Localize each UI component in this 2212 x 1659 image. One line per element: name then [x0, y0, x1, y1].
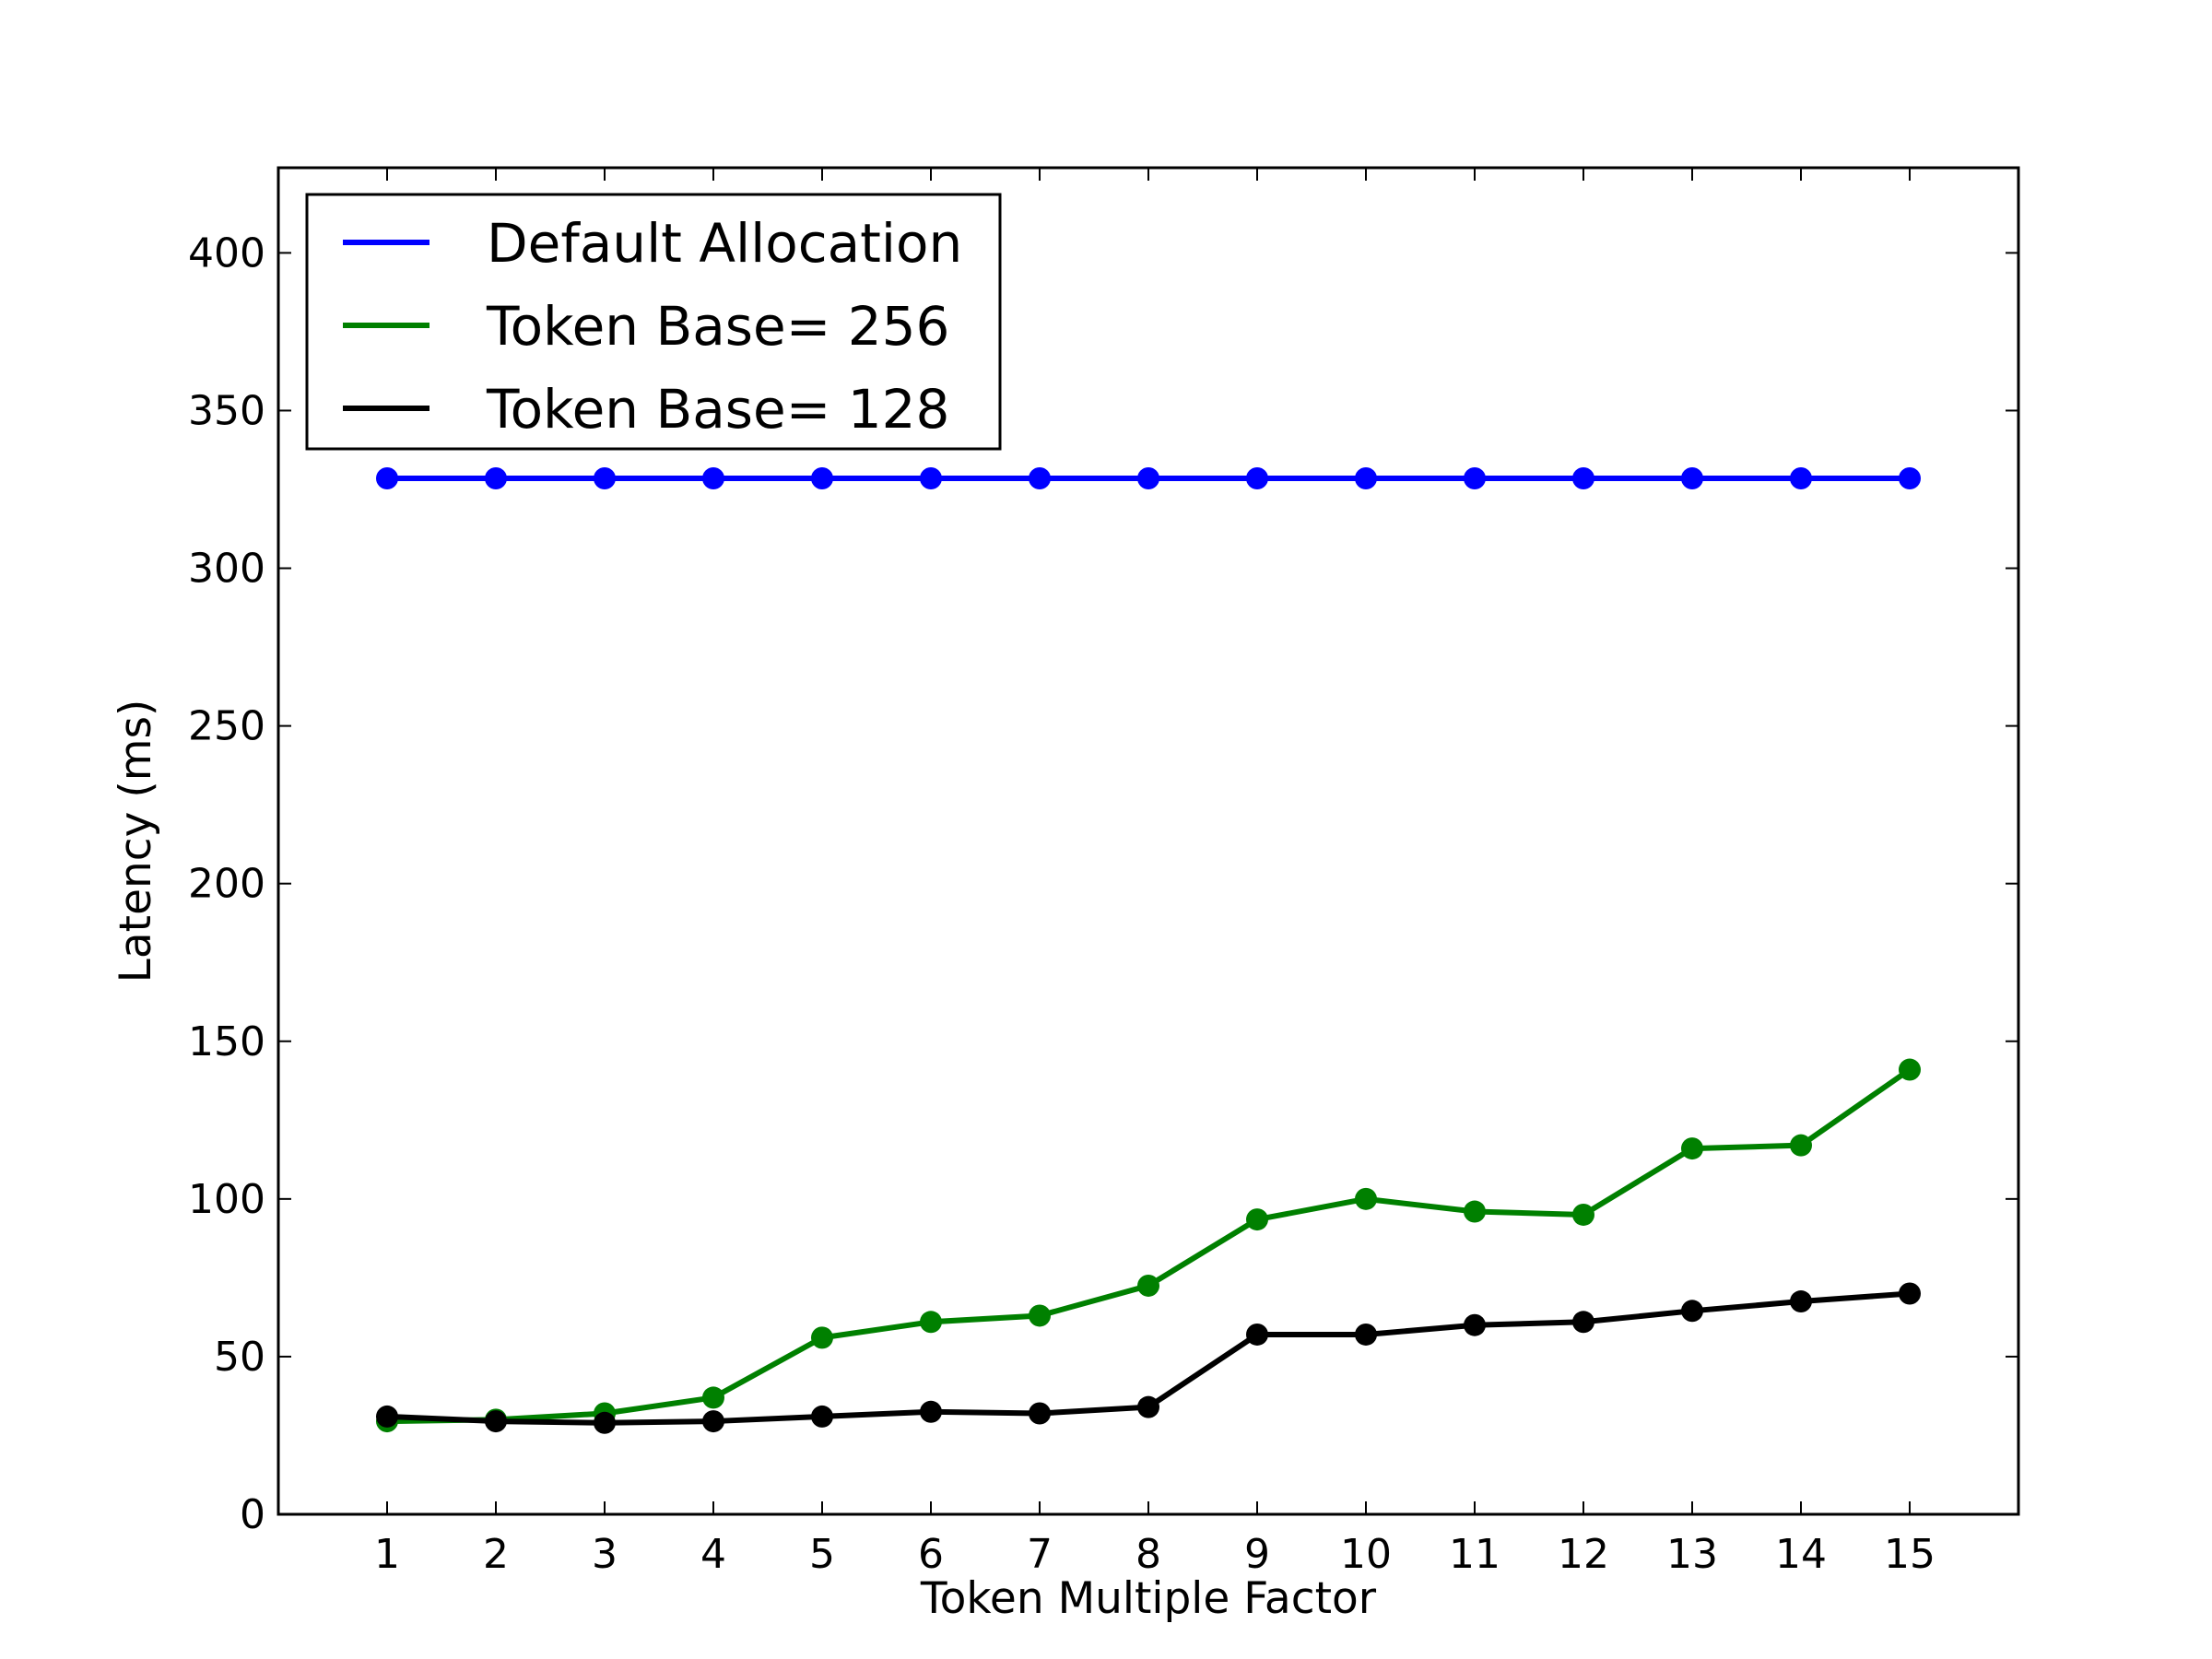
data-point [1790, 1290, 1812, 1313]
data-point [1790, 1134, 1812, 1157]
y-tick-label: 50 [214, 1334, 265, 1381]
data-point [811, 1405, 833, 1428]
series-default-allocation [376, 467, 1921, 490]
data-point [920, 467, 942, 490]
series-layer [376, 467, 1921, 1434]
y-tick-label: 350 [188, 387, 265, 434]
data-point [594, 467, 616, 490]
data-point [1899, 1282, 1921, 1305]
x-tick-label: 11 [1449, 1531, 1500, 1578]
data-point [811, 1326, 833, 1349]
y-tick-label: 400 [188, 229, 265, 276]
x-tick-label: 5 [809, 1531, 835, 1578]
data-point [1029, 1402, 1051, 1425]
y-tick-label: 100 [188, 1176, 265, 1223]
data-point [1464, 467, 1486, 490]
legend: Default Allocation Token Base= 256 Token B… [305, 193, 1002, 451]
x-tick-label: 2 [483, 1531, 509, 1578]
data-point [702, 1386, 724, 1409]
x-tick-label: 3 [592, 1531, 618, 1578]
data-point [702, 467, 724, 490]
data-point [1899, 467, 1921, 490]
data-point [1355, 1187, 1377, 1210]
x-tick-label: 4 [700, 1531, 726, 1578]
data-point [1246, 1208, 1268, 1231]
y-tick-label: 150 [188, 1018, 265, 1065]
data-point [594, 1411, 616, 1434]
x-tick-label: 12 [1558, 1531, 1609, 1578]
x-tick-label: 15 [1884, 1531, 1936, 1578]
data-point [1464, 1313, 1486, 1336]
x-axis-label: Token Multiple Factor [920, 1573, 1377, 1624]
data-point [1681, 1137, 1703, 1160]
x-tick-label: 7 [1027, 1531, 1053, 1578]
x-tick-label: 6 [918, 1531, 944, 1578]
x-tick-label: 8 [1135, 1531, 1161, 1578]
plot-area-frame [276, 166, 2020, 1516]
data-point [1572, 1311, 1594, 1334]
data-point [1137, 1395, 1159, 1418]
y-axis-label: Latency (ms) [111, 700, 161, 983]
series-line [386, 1067, 1912, 1425]
data-point [1572, 1203, 1594, 1226]
data-point [1464, 1200, 1486, 1223]
series-token-base-128 [376, 1282, 1921, 1434]
data-point [1355, 1323, 1377, 1346]
data-point [920, 1311, 942, 1334]
data-point [1246, 467, 1268, 490]
legend-label: Token Base= 128 [486, 378, 949, 441]
data-point [811, 467, 833, 490]
data-point [1029, 467, 1051, 490]
data-point [376, 467, 398, 490]
x-tick-label: 14 [1775, 1531, 1827, 1578]
data-point [376, 1405, 398, 1428]
x-tick-labels: 1 2 3 4 5 6 7 8 9 10 11 12 13 14 15 [374, 1531, 1936, 1578]
data-point [1899, 1058, 1921, 1081]
y-tick-labels: 0 50 100 150 200 250 300 350 400 [188, 229, 265, 1538]
data-point [1681, 467, 1703, 490]
data-point [1681, 1300, 1703, 1323]
data-point [1790, 467, 1812, 490]
axis-ticks [278, 168, 2018, 1515]
x-tick-label: 13 [1666, 1531, 1718, 1578]
data-point [1355, 467, 1377, 490]
x-tick-label: 10 [1340, 1531, 1392, 1578]
data-point [1029, 1304, 1051, 1327]
data-point [485, 1410, 507, 1433]
x-tick-label: 9 [1244, 1531, 1270, 1578]
data-point [1137, 467, 1159, 490]
data-point [1137, 1274, 1159, 1297]
y-tick-label: 250 [188, 703, 265, 750]
legend-label: Token Base= 256 [486, 295, 949, 358]
y-tick-label: 300 [188, 546, 265, 593]
data-point [702, 1410, 724, 1433]
data-point [920, 1400, 942, 1423]
data-point [485, 467, 507, 490]
x-tick-label: 1 [374, 1531, 400, 1578]
series-token-base-256 [376, 1058, 1921, 1433]
y-tick-label: 200 [188, 861, 265, 908]
data-point [1572, 467, 1594, 490]
legend-label: Default Allocation [487, 212, 962, 275]
y-tick-label: 0 [240, 1491, 265, 1538]
data-point [1246, 1323, 1268, 1346]
